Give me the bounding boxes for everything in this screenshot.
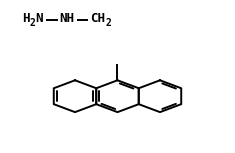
Text: N: N <box>35 12 43 25</box>
Text: NH: NH <box>59 12 74 25</box>
Text: H: H <box>22 12 29 25</box>
Text: 2: 2 <box>105 18 111 28</box>
Text: 2: 2 <box>30 18 36 28</box>
Text: CH: CH <box>90 12 105 25</box>
